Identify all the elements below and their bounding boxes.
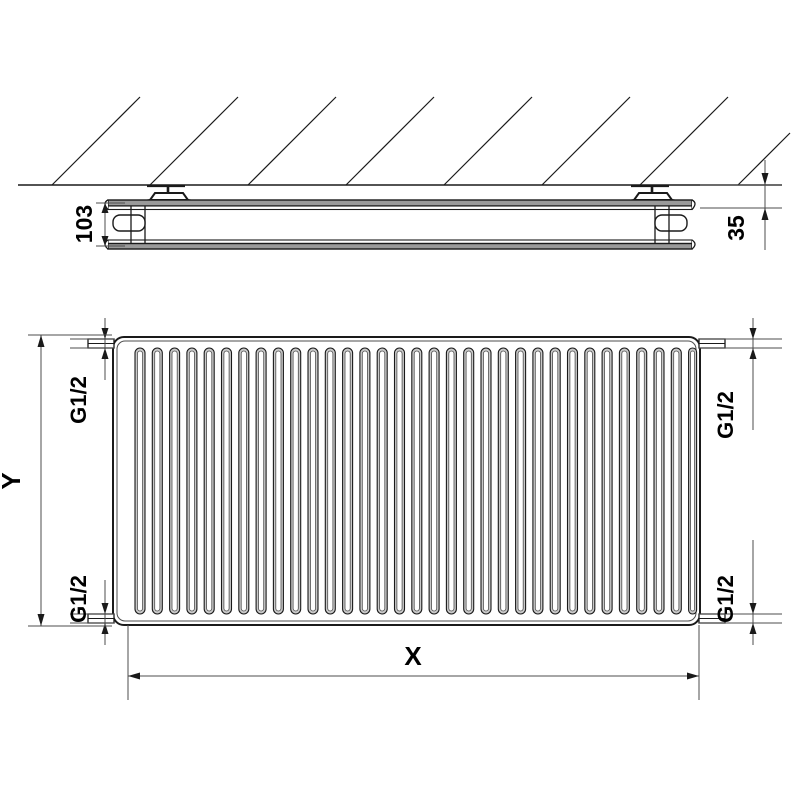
connection-label-bottom-right: G1/2	[713, 575, 738, 623]
extension-lines-right	[699, 338, 782, 624]
dimension-label-Y: Y	[0, 472, 26, 489]
radiator-fin	[272, 347, 284, 615]
radiator-fin	[290, 347, 302, 615]
radiator-fin	[186, 347, 198, 615]
dimension-label-35: 35	[723, 215, 749, 241]
radiator-fin	[428, 347, 440, 615]
side-view-connection-right	[654, 206, 688, 243]
radiator-fin	[480, 347, 492, 615]
radiator-fin	[515, 347, 527, 615]
radiator-fin	[376, 347, 388, 615]
dimension-width-X: X	[127, 625, 700, 700]
radiator-fin	[463, 347, 475, 615]
radiator-fin	[584, 347, 596, 615]
connection-stub-top-left	[87, 338, 115, 349]
radiator-fin	[670, 347, 682, 615]
connection-stub-top-right	[698, 338, 726, 349]
radiator-fin-group	[134, 347, 698, 615]
dimension-label-103: 103	[71, 205, 97, 243]
dimension-g12-top-right: G1/2	[713, 318, 757, 439]
radiator-fin	[618, 347, 630, 615]
radiator-fin	[342, 347, 354, 615]
radiator-fin	[151, 347, 163, 615]
radiator-fin	[169, 347, 181, 615]
connection-label-top-left: G1/2	[66, 376, 91, 424]
dimension-g12-bottom-left: G1/2	[66, 575, 109, 645]
radiator-fin	[497, 347, 509, 615]
dimension-wall-gap-35: 35	[700, 160, 782, 250]
radiator-fin	[601, 347, 613, 615]
dimension-depth-103: 103	[71, 202, 125, 247]
wall-hatching	[51, 96, 791, 186]
dimension-g12-top-left: G1/2	[66, 318, 109, 424]
connection-stub-bottom-left	[87, 613, 115, 624]
radiator-fin	[445, 347, 457, 615]
dimension-g12-bottom-right: G1/2	[713, 540, 757, 645]
radiator-fin	[393, 347, 406, 615]
radiator-fin	[359, 347, 371, 615]
radiator-fin	[411, 347, 423, 615]
radiator-fin	[220, 347, 233, 615]
connection-label-top-right: G1/2	[713, 391, 738, 439]
radiator-fin	[653, 347, 665, 615]
radiator-panel-upper-slab	[104, 199, 696, 211]
radiator-fin	[549, 347, 561, 615]
side-view-connection-left	[112, 206, 146, 243]
radiator-fin	[238, 347, 250, 615]
radiator-fin	[255, 347, 267, 615]
extension-lines-left	[70, 338, 114, 624]
radiator-fin	[636, 347, 648, 615]
radiator-panel-lower-slab	[104, 239, 696, 250]
front-elevation-view: G1/2 G1/2 G1/2 G1/2	[0, 318, 782, 700]
dimension-height-Y: Y	[0, 334, 112, 627]
radiator-fin	[566, 347, 579, 615]
radiator-fin	[688, 347, 698, 615]
connection-label-bottom-left: G1/2	[66, 575, 91, 623]
radiator-fin	[203, 347, 215, 615]
dimension-label-X: X	[404, 641, 422, 671]
radiator-fin	[532, 347, 544, 615]
radiator-fin	[134, 347, 146, 615]
side-section-view: 103 35	[18, 96, 791, 250]
radiator-fin	[307, 347, 319, 615]
radiator-fin	[324, 347, 336, 615]
